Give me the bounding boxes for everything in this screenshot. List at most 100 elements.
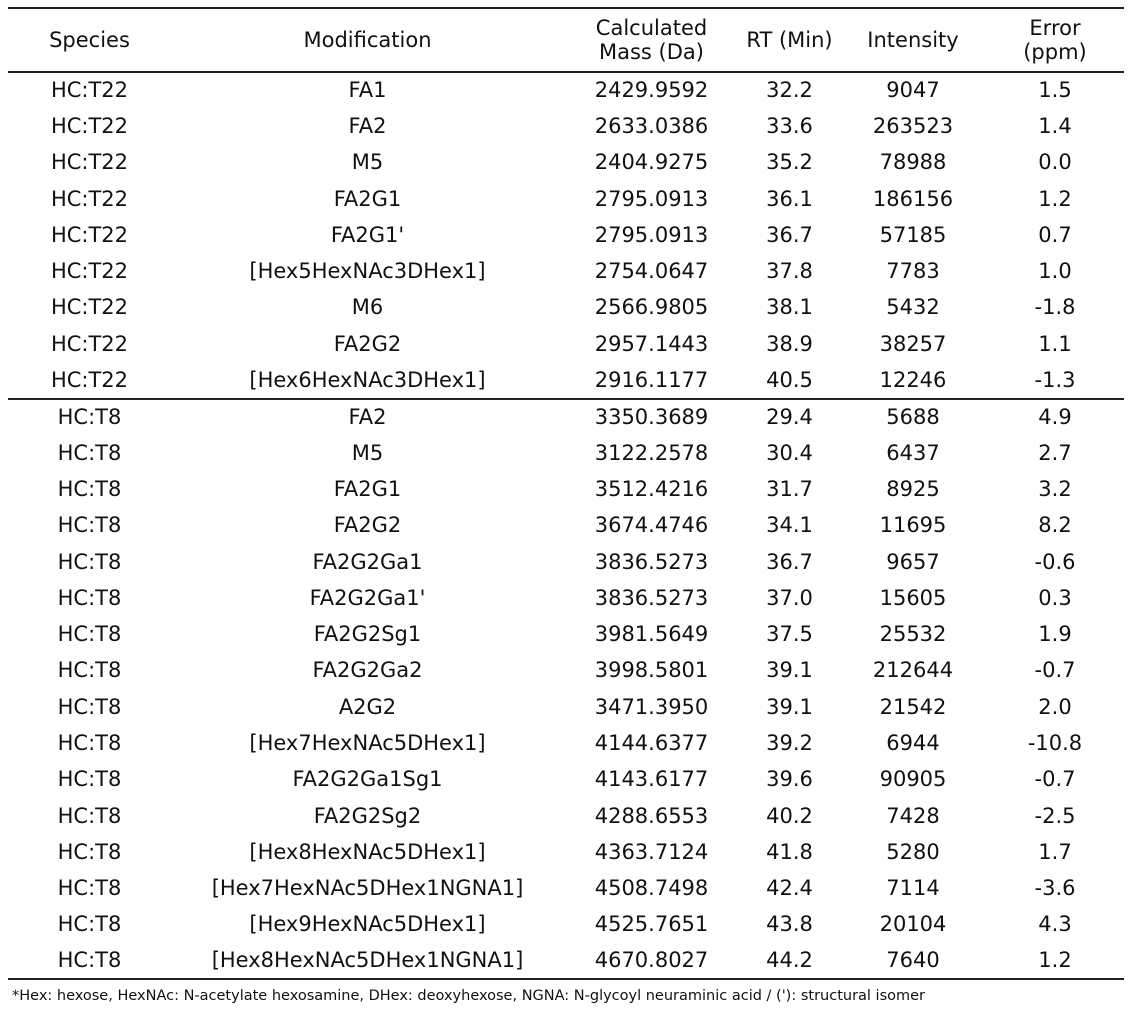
cell-calculated-mass: 2404.9275 <box>594 150 709 175</box>
cell-error: 0.7 <box>1038 222 1072 247</box>
table-row: HC:T22 [Hex5HexNAc3DHex1] 2754.0647 37.8 778… <box>8 253 1124 289</box>
cell-rt: 38.9 <box>766 331 813 356</box>
table-row: HC:T8 FA2 3350.3689 29.4 5688 4.9 <box>8 399 1124 435</box>
cell-calculated-mass: 2429.9592 <box>594 78 709 103</box>
table-row: HC:T8 A2G2 3471.3950 39.1 21542 2.0 <box>8 689 1124 725</box>
cell-error: 1.9 <box>1038 622 1072 647</box>
cell-rt: 40.2 <box>766 803 813 828</box>
header-modification: Modification <box>303 27 432 52</box>
footnote: *Hex: hexose, HexNAc: N-acetylate hexosa… <box>12 988 926 1004</box>
cell-modification: [Hex9HexNAc5DHex1] <box>249 912 486 937</box>
cell-rt: 35.2 <box>766 150 813 175</box>
cell-intensity: 7783 <box>886 259 940 284</box>
table-row: HC:T8 [Hex7HexNAc5DHex1NGNA1] 4508.7498 42.… <box>8 871 1124 907</box>
cell-rt: 37.8 <box>766 259 813 284</box>
cell-modification: FA2G2Ga1Sg1 <box>292 767 443 792</box>
cell-rt: 39.1 <box>766 694 813 719</box>
cell-calculated-mass: 3512.4216 <box>594 476 709 501</box>
table-row: HC:T8 M5 3122.2578 30.4 6437 2.7 <box>8 435 1124 471</box>
cell-modification: M5 <box>351 440 384 465</box>
cell-intensity: 6437 <box>886 440 940 465</box>
cell-error: 1.1 <box>1038 331 1072 356</box>
cell-calculated-mass: 4525.7651 <box>594 912 709 937</box>
cell-species: HC:T22 <box>50 331 129 356</box>
cell-intensity: 78988 <box>879 150 947 175</box>
table-row: HC:T8 [Hex9HexNAc5DHex1] 4525.7651 43.8 2010… <box>8 907 1124 943</box>
cell-modification: [Hex8HexNAc5DHex1] <box>249 839 486 864</box>
cell-species: HC:T8 <box>57 658 122 683</box>
table-row: HC:T8 FA2G2Ga2 3998.5801 39.1 212644 -0.7 <box>8 653 1124 689</box>
cell-species: HC:T8 <box>57 694 122 719</box>
cell-species: HC:T8 <box>57 622 122 647</box>
table-row: HC:T22 FA1 2429.9592 32.2 9047 1.5 <box>8 72 1124 108</box>
table-row: HC:T22 [Hex6HexNAc3DHex1] 2916.1177 40.5 122… <box>8 362 1124 399</box>
cell-error: 1.2 <box>1038 948 1072 973</box>
cell-intensity: 212644 <box>872 658 954 683</box>
cell-modification: M5 <box>351 150 384 175</box>
table-row: HC:T8 FA2G2Ga1 3836.5273 36.7 9657 -0.6 <box>8 544 1124 580</box>
cell-modification: FA2G1 <box>333 476 402 501</box>
cell-rt: 29.4 <box>766 404 813 429</box>
table-row: HC:T8 [Hex8HexNAc5DHex1NGNA1] 4670.8027 44.… <box>8 943 1124 980</box>
cell-calculated-mass: 3836.5273 <box>594 585 709 610</box>
cell-error: -0.6 <box>1034 549 1076 574</box>
cell-intensity: 9657 <box>886 549 940 574</box>
cell-error: 2.0 <box>1038 694 1072 719</box>
header-mass-line1: Calculated <box>595 15 708 40</box>
cell-calculated-mass: 2795.0913 <box>594 186 709 211</box>
cell-species: HC:T8 <box>57 476 122 501</box>
cell-error: 8.2 <box>1038 513 1072 538</box>
table-row: HC:T22 M5 2404.9275 35.2 78988 0.0 <box>8 145 1124 181</box>
cell-rt: 39.2 <box>766 730 813 755</box>
cell-species: HC:T8 <box>57 948 122 973</box>
cell-intensity: 57185 <box>879 222 947 247</box>
cell-calculated-mass: 3981.5649 <box>594 622 709 647</box>
cell-rt: 37.0 <box>766 585 813 610</box>
cell-modification: FA2 <box>348 404 387 429</box>
cell-error: -1.3 <box>1034 367 1076 392</box>
cell-rt: 32.2 <box>766 78 813 103</box>
cell-intensity: 12246 <box>879 367 947 392</box>
cell-species: HC:T8 <box>57 513 122 538</box>
cell-calculated-mass: 4144.6377 <box>594 730 709 755</box>
cell-intensity: 38257 <box>879 331 947 356</box>
header-mass-line2: Mass (Da) <box>599 40 704 64</box>
cell-modification: [Hex5HexNAc3DHex1] <box>249 259 486 284</box>
header-rt: RT (Min) <box>746 27 833 52</box>
cell-error: 1.0 <box>1038 259 1072 284</box>
cell-rt: 36.7 <box>766 222 813 247</box>
cell-species: HC:T8 <box>57 585 122 610</box>
header-intensity: Intensity <box>867 27 959 52</box>
cell-modification: FA2G2Sg1 <box>313 622 422 647</box>
cell-error: -10.8 <box>1027 730 1083 755</box>
cell-calculated-mass: 3836.5273 <box>594 549 709 574</box>
table-group-hc-t22: HC:T22 FA1 2429.9592 32.2 9047 1.5 HC:T22 FA2 26… <box>8 72 1124 399</box>
cell-calculated-mass: 4288.6553 <box>594 803 709 828</box>
cell-rt: 43.8 <box>766 912 813 937</box>
cell-error: -2.5 <box>1034 803 1076 828</box>
cell-modification: FA2G2Ga1 <box>312 549 423 574</box>
header-error-line1: Error <box>1029 15 1081 40</box>
cell-intensity: 7428 <box>886 803 940 828</box>
cell-intensity: 20104 <box>879 912 947 937</box>
cell-intensity: 21542 <box>879 694 947 719</box>
cell-calculated-mass: 4143.6177 <box>594 767 709 792</box>
cell-intensity: 9047 <box>886 78 940 103</box>
cell-rt: 44.2 <box>766 948 813 973</box>
cell-intensity: 263523 <box>872 113 954 138</box>
header-row: Species Modification Calculated Mass (Da… <box>8 8 1124 72</box>
cell-modification: FA2G2 <box>333 513 402 538</box>
table-row: HC:T8 [Hex8HexNAc5DHex1] 4363.7124 41.8 5280… <box>8 834 1124 870</box>
cell-calculated-mass: 3471.3950 <box>594 694 709 719</box>
cell-error: 1.2 <box>1038 186 1072 211</box>
cell-modification: FA1 <box>348 78 387 103</box>
cell-species: HC:T8 <box>57 549 122 574</box>
table-row: HC:T22 M6 2566.9805 38.1 5432 -1.8 <box>8 290 1124 326</box>
cell-error: -1.8 <box>1034 295 1076 320</box>
cell-species: HC:T8 <box>57 876 122 901</box>
cell-species: HC:T8 <box>57 767 122 792</box>
cell-modification: M6 <box>351 295 384 320</box>
cell-intensity: 8925 <box>886 476 940 501</box>
cell-intensity: 186156 <box>872 186 954 211</box>
